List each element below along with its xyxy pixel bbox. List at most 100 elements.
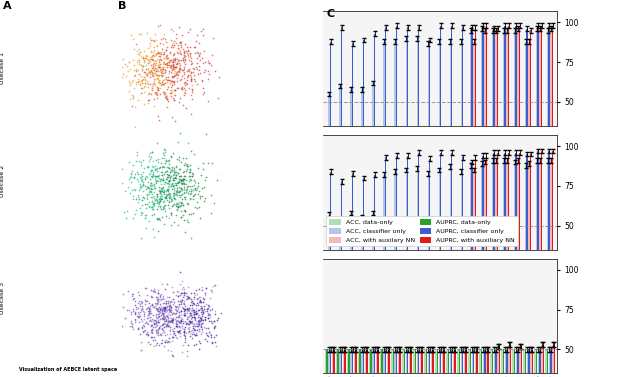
Point <box>183 183 193 189</box>
Point <box>175 48 186 54</box>
Point <box>117 64 127 70</box>
Point <box>191 38 202 44</box>
Point <box>166 69 177 75</box>
Point <box>174 308 184 314</box>
Point <box>171 164 181 170</box>
Point <box>184 44 195 50</box>
Point <box>186 70 196 76</box>
Point <box>172 207 182 213</box>
Point <box>152 66 163 72</box>
Point <box>153 329 163 335</box>
Point <box>162 79 172 85</box>
Bar <box>530 154 531 305</box>
Point <box>186 328 196 334</box>
Point <box>168 59 179 65</box>
Point <box>149 53 159 59</box>
Point <box>154 80 164 86</box>
Point <box>144 218 154 224</box>
Point <box>180 162 191 168</box>
Point <box>146 62 156 68</box>
Point <box>169 167 179 173</box>
Point <box>172 206 182 212</box>
Point <box>152 322 163 328</box>
Point <box>155 204 165 210</box>
Bar <box>492 161 493 305</box>
Point <box>179 176 189 182</box>
Point <box>182 316 192 322</box>
Point <box>127 103 137 109</box>
Point <box>182 67 193 73</box>
Point <box>154 73 164 79</box>
Point <box>156 49 166 55</box>
Point <box>173 328 184 334</box>
Point <box>137 184 147 190</box>
Point <box>134 313 145 319</box>
Bar <box>504 26 506 181</box>
Point <box>161 339 171 345</box>
Point <box>174 179 184 185</box>
Point <box>150 289 160 295</box>
Point <box>204 311 214 317</box>
Point <box>178 318 188 324</box>
Point <box>195 70 205 76</box>
Point <box>193 321 203 327</box>
Point <box>165 324 175 330</box>
Point <box>180 230 190 236</box>
Point <box>198 320 209 326</box>
Point <box>162 174 172 180</box>
Point <box>177 296 187 302</box>
Point <box>168 334 178 340</box>
Point <box>189 317 200 323</box>
Point <box>158 150 168 156</box>
Point <box>160 76 170 82</box>
Point <box>161 195 171 201</box>
Bar <box>371 349 372 377</box>
Point <box>182 73 193 79</box>
Point <box>174 157 184 163</box>
Point <box>176 290 186 296</box>
Point <box>193 346 204 352</box>
Point <box>138 323 148 329</box>
Point <box>182 74 192 80</box>
Point <box>163 183 173 189</box>
Point <box>224 316 234 322</box>
Point <box>185 162 195 168</box>
Point <box>186 77 196 83</box>
Point <box>196 305 206 311</box>
Point <box>200 336 210 342</box>
Point <box>195 297 205 303</box>
Bar <box>534 349 536 377</box>
Point <box>161 187 172 193</box>
Point <box>172 187 182 193</box>
Point <box>129 67 140 73</box>
Point <box>152 168 162 174</box>
Point <box>169 328 179 334</box>
Point <box>138 182 148 188</box>
Point <box>164 165 174 171</box>
Point <box>175 203 185 209</box>
Point <box>151 166 161 172</box>
Bar <box>426 349 427 377</box>
Point <box>171 201 181 207</box>
Point <box>154 188 164 194</box>
Bar <box>440 26 442 181</box>
Point <box>132 326 143 332</box>
Point <box>134 309 145 315</box>
Point <box>147 70 157 76</box>
Point <box>176 308 186 314</box>
Point <box>166 181 177 187</box>
Point <box>181 320 191 326</box>
Point <box>134 319 145 325</box>
Point <box>138 157 148 163</box>
Bar <box>383 175 385 305</box>
Point <box>148 172 159 178</box>
Point <box>212 95 223 101</box>
Point <box>184 211 194 217</box>
Point <box>188 300 198 306</box>
Point <box>173 293 183 299</box>
Point <box>151 311 161 317</box>
Point <box>177 67 187 73</box>
Point <box>164 174 175 180</box>
Point <box>175 40 186 46</box>
Point <box>151 91 161 97</box>
